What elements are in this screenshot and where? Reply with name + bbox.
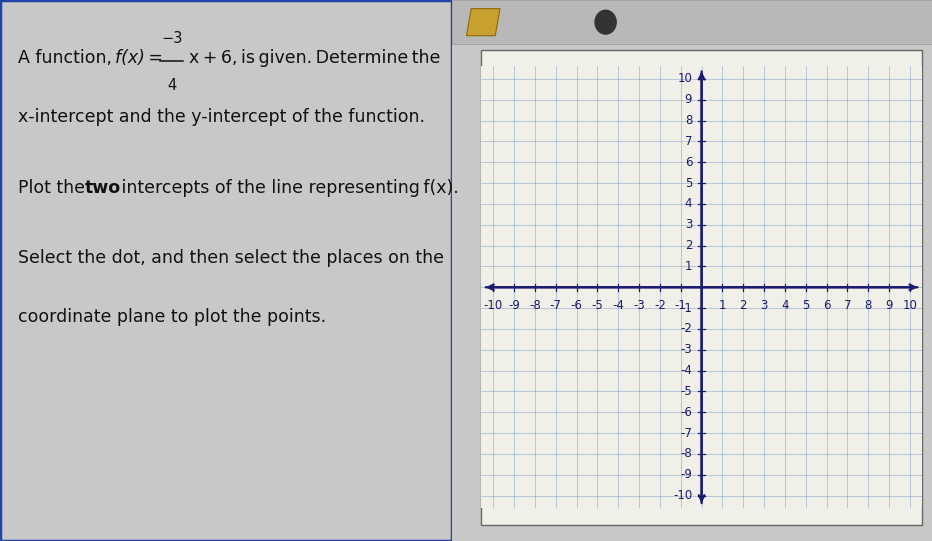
Text: 2: 2 xyxy=(685,239,692,252)
Text: x + 6, is given. Determine the: x + 6, is given. Determine the xyxy=(189,49,440,67)
Text: -5: -5 xyxy=(592,299,603,312)
Text: 1: 1 xyxy=(719,299,726,312)
Text: Select the dot, and then select the places on the: Select the dot, and then select the plac… xyxy=(18,249,444,267)
Text: -6: -6 xyxy=(680,406,692,419)
Bar xyxy=(452,0,932,44)
Bar xyxy=(481,50,923,525)
Text: 7: 7 xyxy=(843,299,851,312)
Text: -4: -4 xyxy=(680,364,692,377)
Text: -5: -5 xyxy=(680,385,692,398)
Text: A function,: A function, xyxy=(18,49,116,67)
Text: -9: -9 xyxy=(680,468,692,481)
Text: 4: 4 xyxy=(685,197,692,210)
Polygon shape xyxy=(466,9,500,36)
Text: f(x) =: f(x) = xyxy=(116,49,167,67)
Text: 3: 3 xyxy=(761,299,768,312)
Text: -10: -10 xyxy=(484,299,503,312)
Text: 10: 10 xyxy=(902,299,917,312)
Text: 9: 9 xyxy=(685,93,692,107)
Text: -2: -2 xyxy=(654,299,665,312)
Text: 2: 2 xyxy=(739,299,747,312)
Text: -1: -1 xyxy=(675,299,687,312)
Text: -4: -4 xyxy=(612,299,624,312)
Text: coordinate plane to plot the points.: coordinate plane to plot the points. xyxy=(18,308,326,326)
Text: -8: -8 xyxy=(529,299,541,312)
Text: -2: -2 xyxy=(680,322,692,335)
Text: x-intercept and the y-intercept of the function.: x-intercept and the y-intercept of the f… xyxy=(18,108,425,126)
Text: -10: -10 xyxy=(673,489,692,502)
Text: 5: 5 xyxy=(685,176,692,190)
Text: 8: 8 xyxy=(685,114,692,127)
Text: −3: −3 xyxy=(161,31,183,46)
Circle shape xyxy=(595,10,616,34)
Text: 9: 9 xyxy=(885,299,893,312)
Text: -8: -8 xyxy=(680,447,692,460)
Text: 3: 3 xyxy=(685,218,692,232)
Text: 6: 6 xyxy=(685,156,692,169)
Text: -7: -7 xyxy=(680,426,692,440)
Text: 10: 10 xyxy=(678,72,692,85)
Text: two: two xyxy=(85,179,121,196)
Text: 1: 1 xyxy=(685,260,692,273)
Text: -6: -6 xyxy=(570,299,582,312)
Text: 4: 4 xyxy=(167,78,176,94)
Text: intercepts of the line representing f(x).: intercepts of the line representing f(x)… xyxy=(116,179,459,196)
Text: -1: -1 xyxy=(680,301,692,315)
Text: -9: -9 xyxy=(508,299,520,312)
Text: 4: 4 xyxy=(781,299,788,312)
Text: -3: -3 xyxy=(680,343,692,357)
Text: -7: -7 xyxy=(550,299,562,312)
Text: Plot the: Plot the xyxy=(18,179,90,196)
Text: 7: 7 xyxy=(685,135,692,148)
Text: ?: ? xyxy=(912,13,923,31)
Text: -3: -3 xyxy=(633,299,645,312)
Text: 6: 6 xyxy=(823,299,830,312)
Text: 8: 8 xyxy=(865,299,872,312)
Text: 5: 5 xyxy=(802,299,810,312)
